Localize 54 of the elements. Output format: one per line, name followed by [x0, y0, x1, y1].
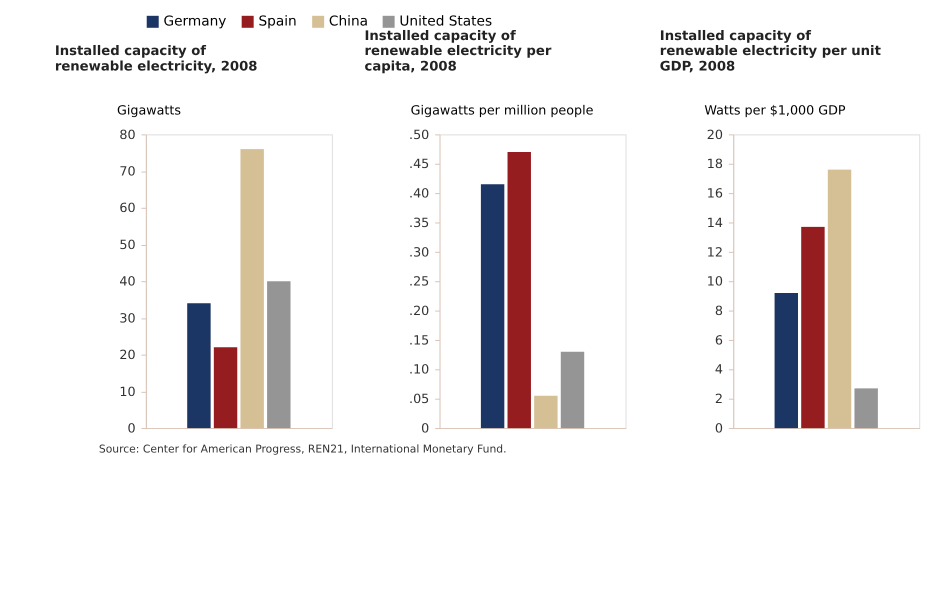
- y-tick-label: .35: [409, 214, 430, 230]
- y-tick-label: 14: [706, 214, 723, 230]
- legend-label: Germany: [163, 14, 226, 30]
- y-tick-label: 20: [119, 347, 136, 362]
- bar: [801, 226, 825, 428]
- bar: [854, 388, 878, 428]
- y-tick-label: .40: [409, 186, 430, 201]
- y-tick-label: 10: [119, 384, 136, 399]
- y-tick-label: .30: [409, 244, 430, 260]
- y-tick-label: 0: [421, 420, 430, 436]
- y-tick-label: 8: [714, 302, 723, 318]
- bar: [828, 170, 852, 428]
- bar: [214, 347, 238, 428]
- y-tick-label: 30: [119, 310, 136, 326]
- legend-label: Spain: [258, 14, 297, 30]
- y-axis-title: Watts per $1,000 GDP: [704, 102, 846, 118]
- bar: [187, 303, 211, 428]
- y-tick-label: 4: [714, 362, 723, 377]
- legend-label: China: [328, 14, 368, 30]
- bar: [480, 184, 504, 428]
- chart-title: Installed capacity of renewable electricity, 2008: [54, 44, 258, 74]
- y-tick-label: 6: [714, 332, 723, 348]
- y-tick-label: .15: [409, 332, 430, 348]
- bar: [508, 152, 531, 428]
- y-tick-label: 0: [714, 420, 723, 436]
- y-tick-label: 40: [119, 274, 136, 289]
- y-tick-label: 0: [127, 420, 136, 436]
- y-tick-label: 18: [706, 156, 723, 172]
- y-tick-label: 50: [119, 236, 136, 252]
- y-tick-label: .45: [409, 156, 430, 172]
- y-tick-label: .25: [409, 274, 430, 289]
- bar: [560, 352, 584, 428]
- bar: [240, 149, 264, 428]
- y-tick-label: .50: [409, 126, 430, 142]
- source-note: Source: Center for American Progress, REN21, International Monetary Fund.: [98, 442, 507, 456]
- chart-title: Installed capacity of renewable electricity per capita, 2008: [364, 28, 552, 74]
- y-tick-label: 20: [706, 126, 723, 142]
- y-tick-label: 10: [706, 274, 723, 289]
- y-tick-label: 16: [706, 186, 723, 201]
- y-axis-title: Gigawatts per million people: [410, 102, 594, 118]
- y-tick-label: 80: [119, 126, 136, 142]
- legend-label: United States: [399, 14, 492, 30]
- y-tick-label: 2: [714, 391, 723, 406]
- y-tick-label: 70: [119, 163, 136, 178]
- y-axis-title: Gigawatts: [116, 102, 182, 118]
- y-tick-label: 12: [706, 244, 723, 260]
- y-tick-label: .05: [409, 391, 430, 406]
- bar: [267, 281, 291, 428]
- bar: [774, 292, 798, 428]
- y-tick-label: .20: [409, 302, 430, 318]
- chart-title: Installed capacity of renewable electricity per unit GDP, 2008: [660, 28, 882, 74]
- y-tick-label: 60: [119, 200, 136, 216]
- y-tick-label: .10: [409, 362, 430, 377]
- bar: [534, 396, 558, 428]
